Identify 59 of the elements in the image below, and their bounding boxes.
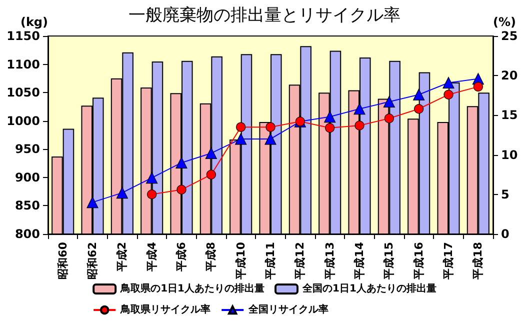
- y2-tick-label: 15: [501, 108, 518, 122]
- y2-tick-label: 10: [501, 148, 518, 162]
- point: [444, 90, 454, 100]
- x-tick-label: 平成15: [382, 242, 396, 280]
- y-tick-label: 1150: [6, 29, 40, 43]
- y2-tick-label: 20: [501, 68, 518, 83]
- y-tick-label: 850: [14, 198, 40, 213]
- x-tick-label: 平成13: [323, 242, 336, 280]
- point: [176, 156, 188, 169]
- point: [235, 133, 247, 145]
- legend-label: 鳥取県リサイクル率: [120, 304, 211, 316]
- y2-axis-title: (%): [493, 15, 516, 29]
- point: [176, 184, 186, 194]
- x-tick-label: 平成4: [145, 242, 158, 273]
- point: [442, 76, 454, 89]
- point: [205, 147, 217, 160]
- y2-tick-label: 5: [501, 187, 510, 202]
- point: [236, 122, 246, 132]
- point: [206, 170, 216, 180]
- x-tick-label: 昭和60: [56, 242, 70, 280]
- x-tick-label: 平成12: [294, 242, 307, 280]
- point: [325, 123, 335, 133]
- x-tick-label: 平成11: [264, 242, 277, 280]
- point: [354, 103, 366, 115]
- legend-label: 全国リサイクル率: [248, 304, 329, 316]
- x-tick-label: 平成8: [204, 242, 218, 273]
- chart-title: 一般廃棄物の排出量とリサイクル率: [128, 6, 400, 26]
- y-tick-label: 800: [14, 227, 40, 241]
- y-tick-label: 900: [14, 170, 40, 184]
- point: [324, 110, 336, 123]
- point: [413, 88, 425, 100]
- point: [414, 104, 424, 114]
- point: [264, 133, 276, 145]
- point: [147, 190, 157, 200]
- point: [86, 196, 98, 208]
- x-tick-label: 平成18: [472, 242, 485, 280]
- legend-label: 全国の1日1人あたりの排出量: [302, 282, 436, 294]
- legend-label: 鳥取県の1日1人あたりの排出量: [120, 282, 265, 294]
- point: [146, 172, 158, 184]
- y2-tick-label: 25: [501, 29, 518, 43]
- point: [266, 122, 276, 132]
- point: [384, 114, 394, 124]
- y-tick-label: 1050: [6, 86, 40, 100]
- x-tick-label: 昭和62: [86, 242, 99, 280]
- x-tick-label: 平成2: [116, 242, 129, 273]
- x-tick-label: 平成16: [412, 242, 426, 280]
- point: [383, 96, 395, 108]
- point: [354, 120, 364, 130]
- point: [473, 82, 483, 92]
- x-tick-label: 平成17: [442, 242, 455, 280]
- y-tick-label: 1100: [6, 57, 40, 72]
- y2-tick-label: 0: [501, 227, 510, 241]
- y-tick-label: 950: [14, 142, 40, 156]
- point: [116, 187, 128, 199]
- y-tick-label: 1000: [6, 114, 40, 128]
- y-axis-title: (kg): [20, 15, 48, 29]
- x-tick-label: 平成10: [234, 242, 248, 280]
- x-tick-label: 平成14: [353, 242, 366, 280]
- x-tick-label: 平成6: [175, 242, 188, 273]
